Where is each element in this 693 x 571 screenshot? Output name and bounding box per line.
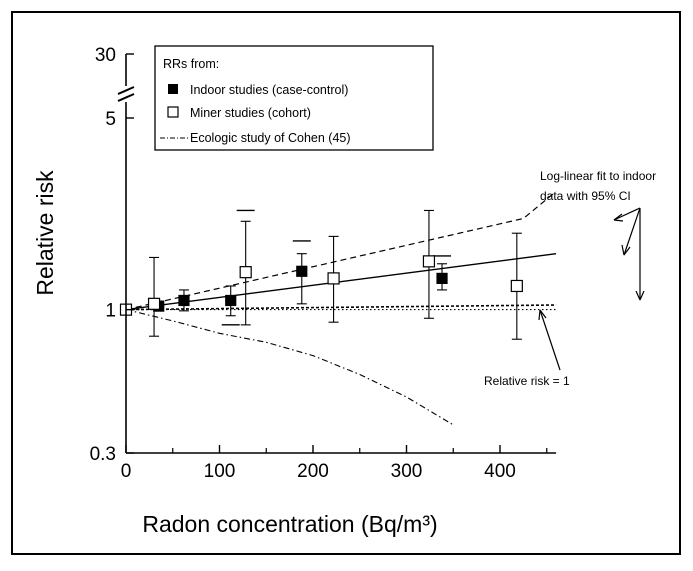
line-upper-95-ci — [125, 190, 557, 311]
x-axis-label: Radon concentration (Bq/m³) — [142, 511, 437, 537]
line-log-linear-fit — [125, 253, 557, 311]
arrow-head-icon — [613, 213, 624, 222]
miner-point — [422, 255, 436, 268]
annotation-fit-line1: Log-linear fit to indoor — [540, 169, 656, 183]
marks-layer — [119, 209, 523, 340]
arrow-head-icon — [538, 309, 547, 321]
arrow-head-icon — [621, 244, 631, 256]
outer-border — [11, 11, 681, 555]
y-tick-label: 0.3 — [90, 444, 116, 465]
line-ecologic-study-of-cohen-45 — [125, 309, 454, 426]
y-tick-label: 5 — [105, 109, 116, 130]
y-tick-label-break: 30 — [95, 45, 116, 66]
x-tick-label: 400 — [484, 461, 516, 482]
indoor-point — [178, 294, 190, 307]
legend: RRs from: Indoor studies (case-control) … — [154, 45, 434, 151]
indoor-point — [225, 294, 237, 307]
arrow-to-rr1 — [539, 309, 561, 371]
miner-point — [147, 297, 161, 310]
annotation-fit-line2: data with 95% CI — [540, 189, 631, 203]
legend-box — [154, 45, 434, 151]
miner-point — [327, 272, 340, 285]
legend-entry-ecologic: Ecologic study of Cohen (45) — [190, 131, 351, 145]
y-axis-label: Relative risk — [32, 170, 58, 296]
legend-open-square-icon — [167, 106, 179, 118]
line-lower-95-ci — [125, 304, 557, 311]
y-axis-break-icon — [117, 86, 135, 102]
arrow-head-icon — [635, 290, 645, 301]
x-tick-label: 0 — [121, 461, 132, 482]
annotation-rr1: Relative risk = 1 — [484, 374, 570, 388]
arrow-to-fit — [623, 207, 641, 256]
miner-point — [239, 266, 252, 279]
x-tick-label: 200 — [297, 461, 329, 482]
legend-title: RRs from: — [163, 57, 219, 71]
y-tick-label: 1 — [105, 301, 116, 322]
annotation-arrows — [538, 207, 645, 371]
indoor-point — [436, 272, 448, 284]
arrow-to-upper-ci — [613, 207, 641, 221]
legend-filled-square-icon — [168, 84, 178, 94]
lines-layer — [125, 190, 557, 426]
legend-entry-indoor: Indoor studies (case-control) — [190, 83, 348, 97]
legend-entry-miner: Miner studies (cohort) — [190, 106, 311, 120]
indoor-point — [296, 265, 308, 277]
miner-point — [510, 279, 523, 293]
x-tick-label: 100 — [204, 461, 236, 482]
x-tick-label: 300 — [391, 461, 423, 482]
